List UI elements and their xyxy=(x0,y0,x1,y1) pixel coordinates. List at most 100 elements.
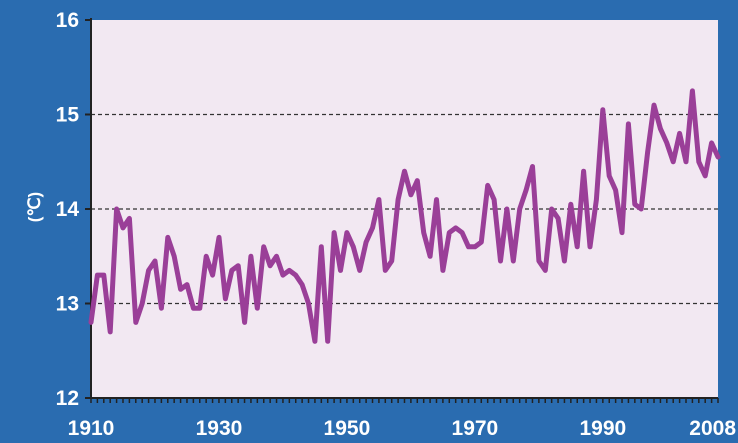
data-point xyxy=(217,235,221,239)
data-point xyxy=(447,231,451,235)
data-point xyxy=(601,108,605,112)
data-point xyxy=(498,259,503,263)
data-point xyxy=(95,273,99,277)
data-point xyxy=(313,339,317,343)
data-point xyxy=(281,273,285,277)
data-point xyxy=(332,231,336,235)
data-point xyxy=(415,179,419,183)
data-point xyxy=(351,245,355,249)
data-point xyxy=(294,273,298,277)
data-point xyxy=(434,197,439,202)
data-point xyxy=(178,287,183,291)
data-point xyxy=(562,259,567,263)
data-point xyxy=(140,301,144,306)
data-point xyxy=(543,268,547,273)
data-point xyxy=(582,169,586,173)
y-tick-label: 14 xyxy=(56,198,80,221)
data-point xyxy=(268,264,272,268)
data-point xyxy=(204,254,208,258)
data-point xyxy=(614,188,618,192)
x-tick-label: 2008 xyxy=(689,417,736,438)
data-point xyxy=(428,254,432,258)
y-axis-ticks: 12 13 14 15 16 xyxy=(56,9,91,410)
data-point xyxy=(210,273,215,277)
data-point xyxy=(460,231,464,235)
data-point xyxy=(338,268,343,273)
data-point xyxy=(383,268,387,273)
data-point xyxy=(127,216,131,221)
data-point xyxy=(594,197,599,202)
y-tick-label: 15 xyxy=(56,104,80,127)
data-point xyxy=(524,188,528,192)
data-point xyxy=(466,245,471,249)
data-point xyxy=(402,169,407,173)
x-tick-label: 1910 xyxy=(68,417,115,438)
data-point xyxy=(377,197,381,202)
y-axis-label: (℃) xyxy=(25,192,44,222)
data-point xyxy=(274,254,279,258)
data-point xyxy=(556,216,560,221)
data-point xyxy=(697,160,701,164)
y-tick-label: 13 xyxy=(56,293,79,316)
data-point xyxy=(146,268,151,273)
data-point xyxy=(684,160,688,164)
data-point xyxy=(306,301,311,306)
data-point xyxy=(185,283,189,287)
data-point xyxy=(639,207,643,211)
y-tick-label: 16 xyxy=(56,9,79,32)
data-point xyxy=(121,226,125,230)
data-point xyxy=(530,164,535,169)
data-point xyxy=(678,131,682,135)
data-point xyxy=(236,264,240,268)
data-point xyxy=(633,202,637,206)
data-point xyxy=(518,207,522,211)
x-axis-ticks: 1910 1930 1950 1970 1990 2008 xyxy=(68,398,736,440)
data-point xyxy=(537,259,541,263)
data-point xyxy=(114,207,119,211)
data-point xyxy=(242,320,247,324)
data-point xyxy=(607,174,611,178)
data-point xyxy=(134,320,138,324)
y-tick-label: 12 xyxy=(56,387,79,410)
data-point xyxy=(345,231,349,235)
data-point xyxy=(390,259,394,263)
data-point xyxy=(620,231,624,235)
data-point xyxy=(326,339,330,343)
x-tick-label: 1930 xyxy=(196,417,243,438)
data-point xyxy=(441,268,445,273)
data-point xyxy=(166,235,170,239)
data-point xyxy=(153,259,157,263)
data-point xyxy=(473,245,477,249)
data-point xyxy=(409,193,413,197)
data-point xyxy=(396,197,400,202)
data-point xyxy=(255,306,259,310)
data-point xyxy=(108,330,112,334)
data-point xyxy=(710,141,714,145)
data-point xyxy=(287,268,291,273)
data-point xyxy=(569,202,573,206)
data-point xyxy=(262,245,266,249)
data-point xyxy=(646,150,650,154)
x-tick-label: 1970 xyxy=(452,417,499,438)
x-tick-label: 1950 xyxy=(324,417,371,438)
data-point xyxy=(370,226,375,230)
data-point xyxy=(486,183,490,187)
data-point xyxy=(492,197,496,202)
data-point xyxy=(703,174,707,178)
data-point xyxy=(588,245,592,249)
data-point xyxy=(665,141,669,145)
plot-area xyxy=(91,20,718,398)
data-point xyxy=(422,231,426,235)
data-point xyxy=(89,320,93,324)
data-point xyxy=(652,103,656,107)
data-point xyxy=(230,268,234,273)
x-tick-label: 1990 xyxy=(579,417,626,438)
data-point xyxy=(358,268,362,273)
data-point xyxy=(172,254,176,258)
data-point xyxy=(690,89,695,93)
data-point xyxy=(658,127,663,131)
data-point xyxy=(550,207,554,211)
data-point xyxy=(626,122,631,126)
data-point xyxy=(671,160,675,164)
